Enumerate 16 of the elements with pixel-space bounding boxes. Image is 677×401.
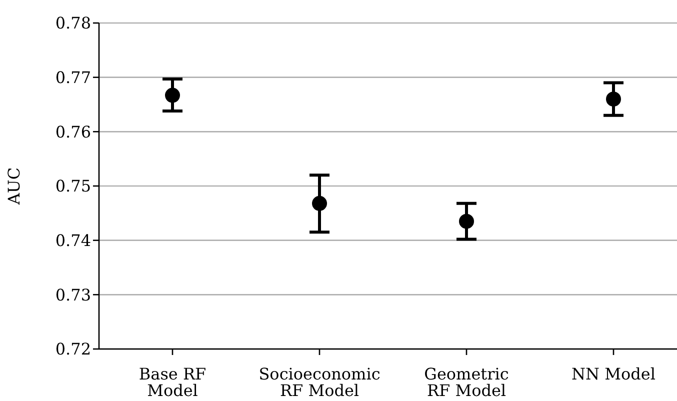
- x-tick-label: Socioeconomic RF Model: [258, 364, 380, 400]
- y-tick-label: 0.73: [55, 285, 91, 304]
- y-axis-title: AUC: [4, 167, 24, 206]
- y-tick-label: 0.72: [55, 340, 91, 359]
- x-tick-label: NN Model: [572, 364, 656, 384]
- point: [606, 92, 621, 107]
- x-tick-label: Geometric RF Model: [424, 364, 509, 400]
- x-tick-label: Base RF Model: [138, 364, 206, 400]
- point: [459, 214, 474, 229]
- point: [312, 196, 327, 211]
- y-tick-label: 0.77: [55, 68, 91, 88]
- y-tick-label: 0.76: [55, 122, 91, 142]
- point: [165, 88, 180, 103]
- y-tick-label: 0.78: [55, 14, 91, 33]
- y-tick-label: 0.74: [55, 231, 91, 250]
- y-tick-label: 0.75: [55, 176, 91, 196]
